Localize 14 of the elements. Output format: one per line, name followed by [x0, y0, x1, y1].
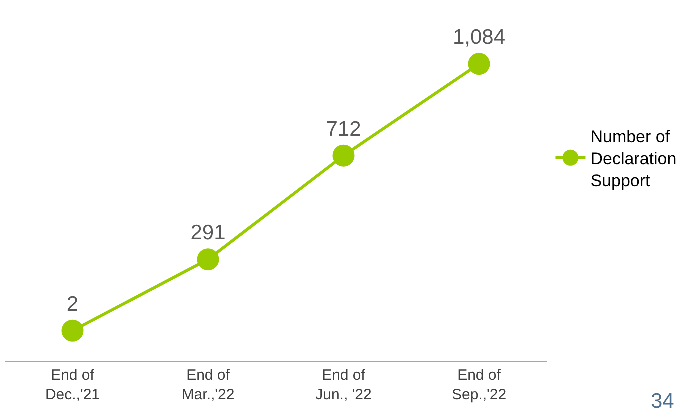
legend-label: Number of Declaration Support	[590, 127, 677, 191]
data-label: 2	[66, 292, 79, 316]
point	[62, 320, 84, 342]
point	[332, 144, 355, 167]
x-tick-label: End of Jun., '22	[316, 367, 372, 404]
point	[468, 53, 490, 76]
x-tick-label: End of Mar.,'22	[182, 367, 235, 404]
data-label: 1,084	[452, 26, 506, 50]
point	[197, 248, 220, 271]
x-tick-label: End of Sep.,'22	[452, 367, 507, 404]
data-label: 291	[190, 222, 226, 245]
text: 34	[651, 390, 675, 413]
x-tick-label: End of Dec.,'21	[45, 367, 100, 404]
data-label: 712	[326, 118, 362, 141]
